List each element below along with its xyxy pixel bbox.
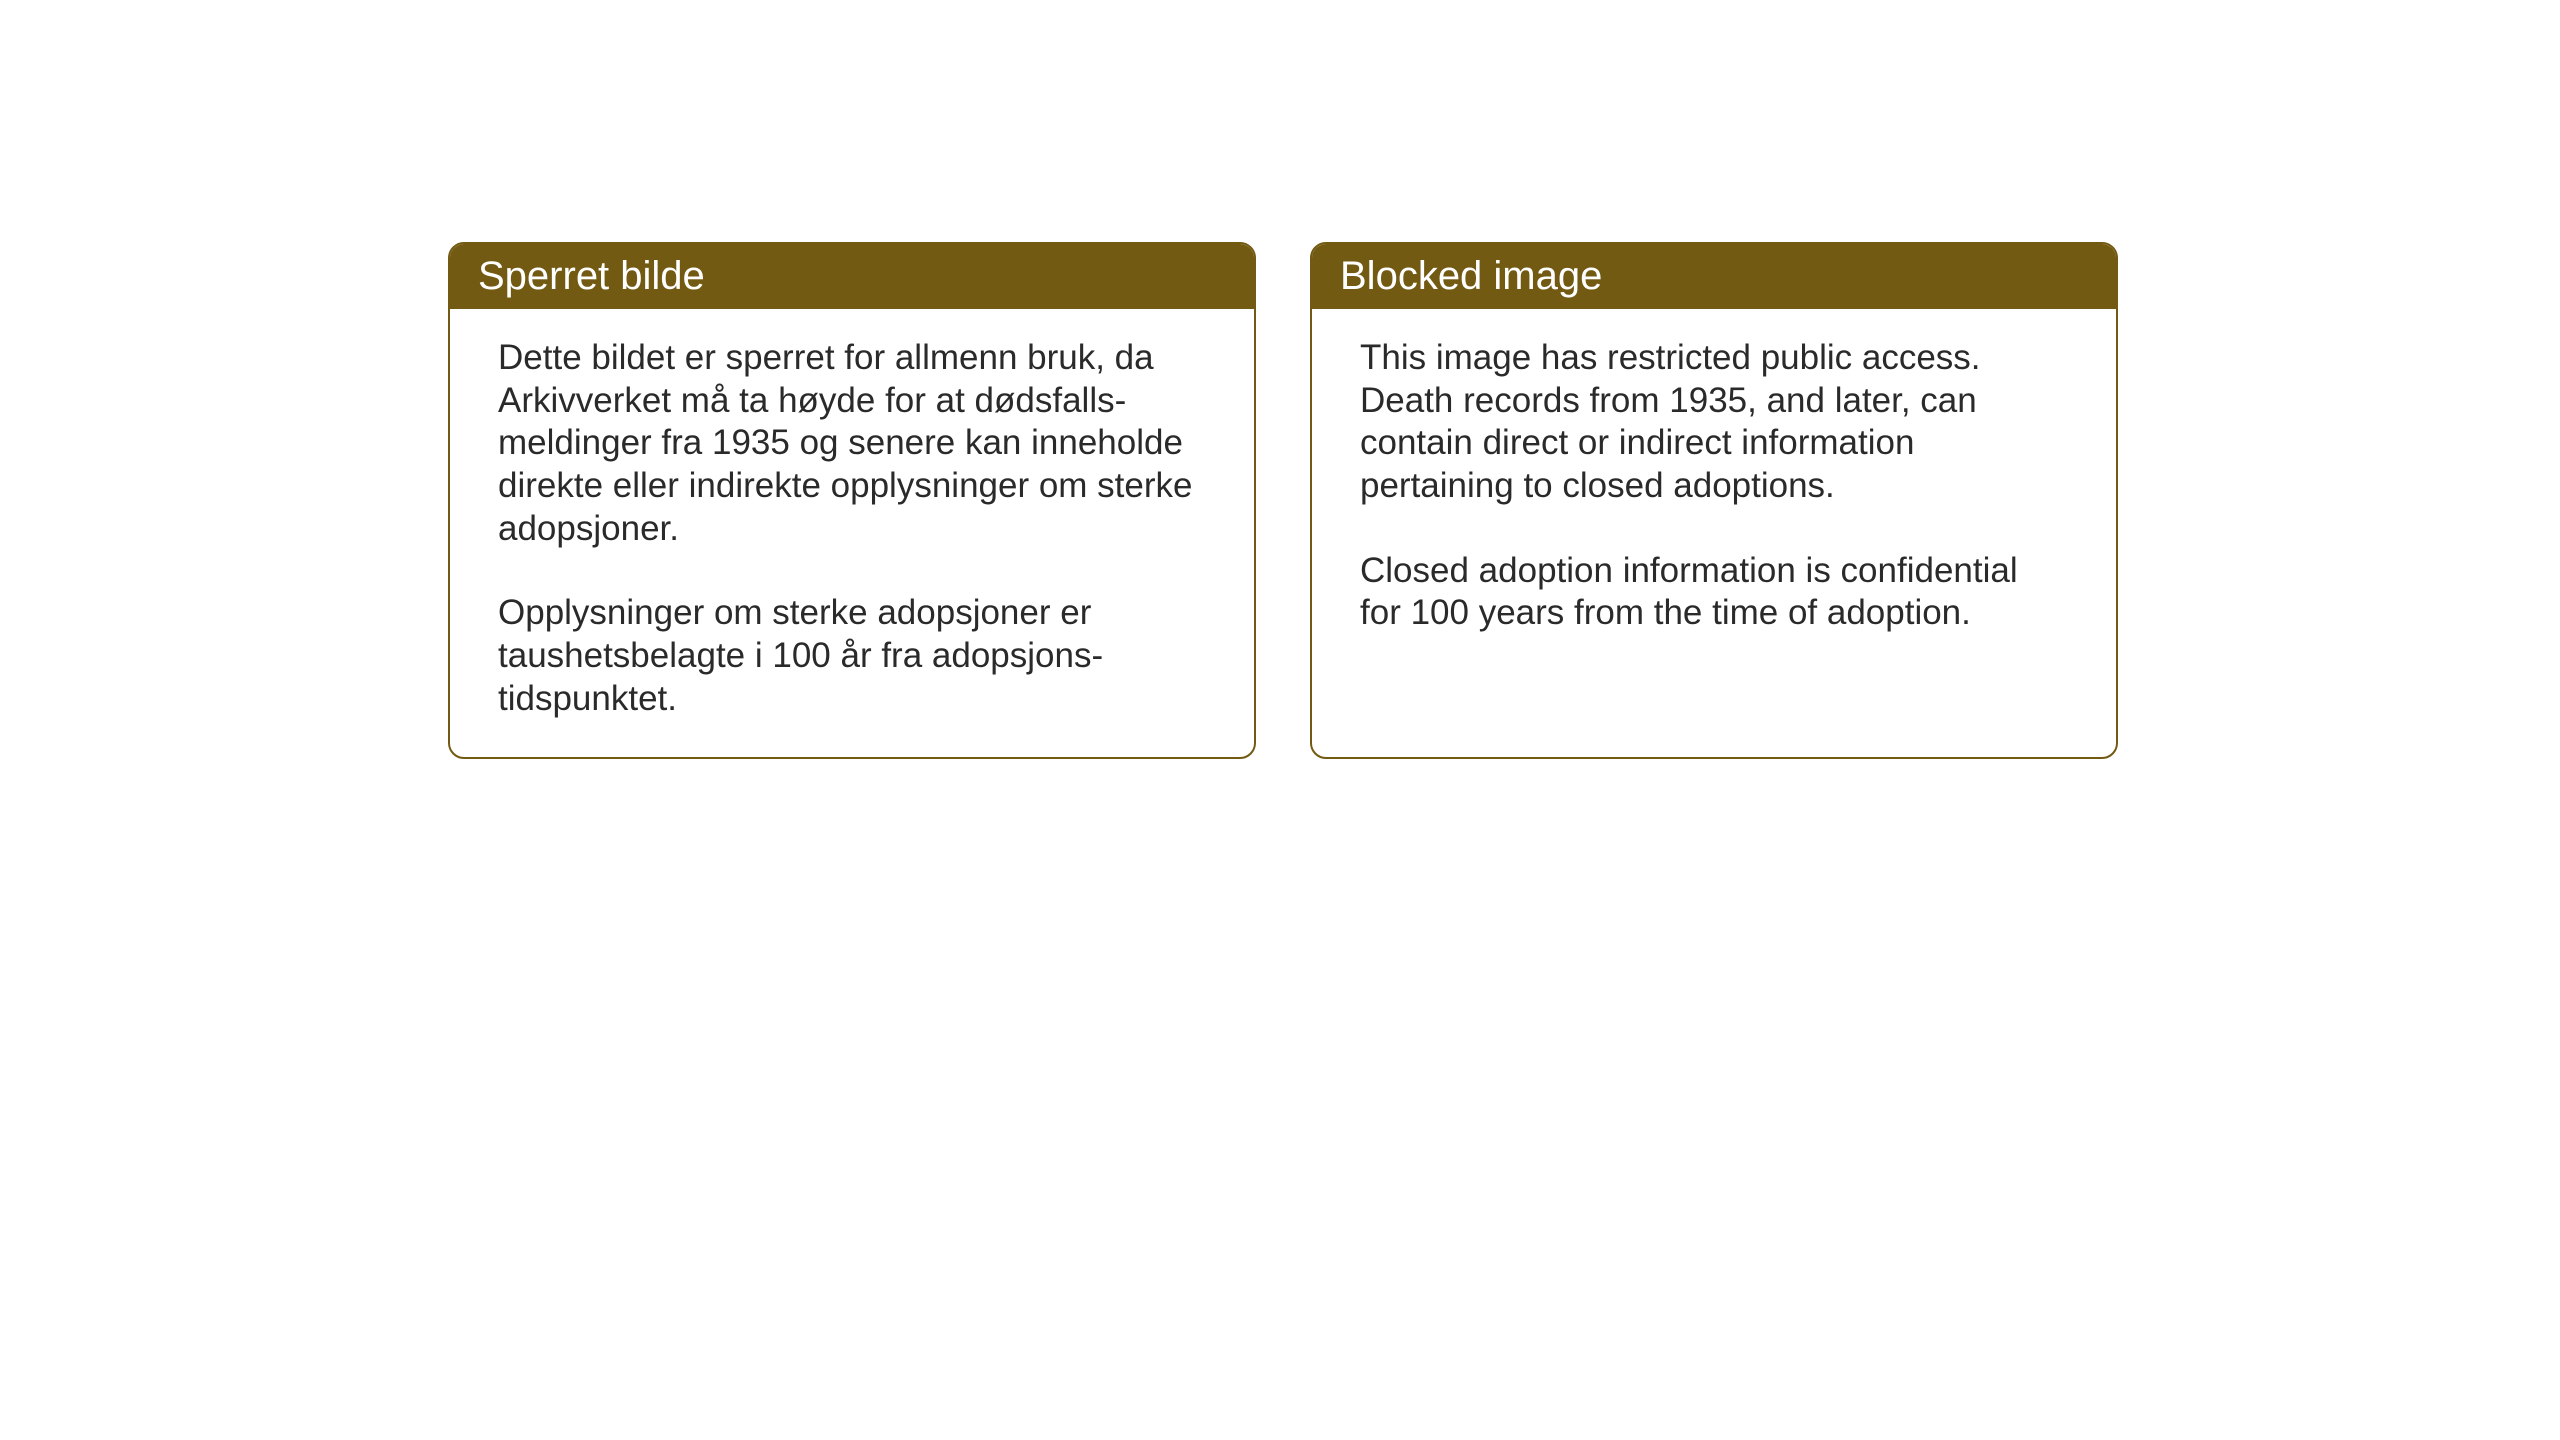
card-title-norwegian: Sperret bilde	[478, 254, 705, 298]
card-paragraph-1-english: This image has restricted public access.…	[1360, 337, 2068, 508]
card-title-english: Blocked image	[1340, 254, 1602, 298]
card-body-english: This image has restricted public access.…	[1312, 309, 2116, 749]
card-body-norwegian: Dette bildet er sperret for allmenn bruk…	[450, 309, 1254, 757]
card-header-english: Blocked image	[1312, 244, 2116, 309]
notice-container: Sperret bilde Dette bildet er sperret fo…	[448, 242, 2118, 759]
card-paragraph-2-english: Closed adoption information is confident…	[1360, 550, 2068, 635]
notice-card-norwegian: Sperret bilde Dette bildet er sperret fo…	[448, 242, 1256, 759]
card-header-norwegian: Sperret bilde	[450, 244, 1254, 309]
card-paragraph-2-norwegian: Opplysninger om sterke adopsjoner er tau…	[498, 592, 1206, 720]
notice-card-english: Blocked image This image has restricted …	[1310, 242, 2118, 759]
card-paragraph-1-norwegian: Dette bildet er sperret for allmenn bruk…	[498, 337, 1206, 550]
